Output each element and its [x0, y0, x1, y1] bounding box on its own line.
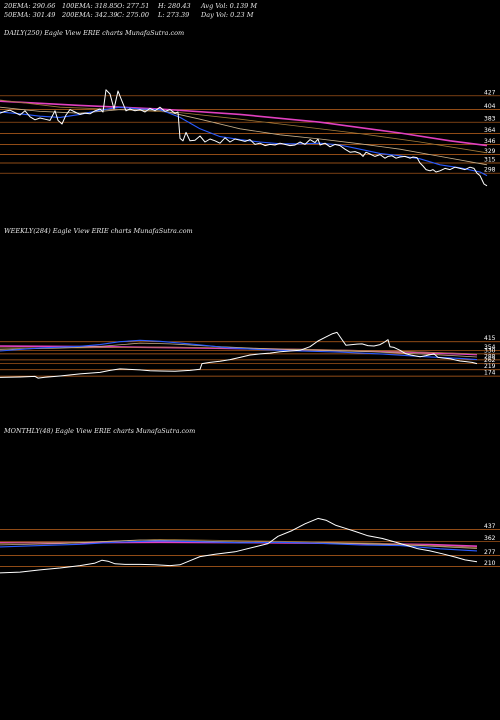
- monthly-level-label-0: 437: [484, 523, 496, 530]
- weekly-ema20-line: [0, 339, 478, 361]
- monthly-level-label-1: 362: [484, 535, 496, 542]
- weekly-level-label-0: 415: [484, 335, 496, 342]
- daily-price-line: [0, 89, 488, 187]
- daily-chart: 427 404 383 364 346 329 315 298: [0, 89, 500, 187]
- weekly-ema50-line: [0, 342, 478, 358]
- daily-level-label-3: 364: [484, 127, 496, 134]
- weekly-level-label-6: 174: [484, 370, 496, 377]
- daily-level-label-7: 298: [484, 167, 496, 174]
- header-row1-col2: 100EMA: 318.85: [62, 2, 118, 10]
- weekly-price-line: [0, 331, 478, 379]
- daily-chart-title: DAILY(250) Eagle View ERIE charts Munafa…: [4, 29, 185, 37]
- monthly-level-label-2: 277: [484, 549, 496, 556]
- header-row2-col5: Day Vol: 0.23 M: [201, 11, 254, 19]
- header-row1-col1: 20EMA: 290.66: [4, 2, 56, 10]
- monthly-level-label-3: 210: [484, 560, 496, 567]
- weekly-level-label-1: 354: [484, 344, 496, 351]
- monthly-price-line: [0, 517, 478, 574]
- daily-ema200-line: [0, 100, 488, 147]
- monthly-chart: 437 362 277 210: [0, 517, 500, 574]
- daily-level-label-1: 404: [484, 103, 496, 110]
- daily-level-label-2: 383: [484, 116, 496, 123]
- weekly-chart-title: WEEKLY(284) Eagle View ERIE charts Munaf…: [4, 227, 193, 235]
- weekly-level-label-5: 219: [484, 363, 496, 370]
- daily-level-label-0: 427: [484, 89, 496, 96]
- daily-level-label-4: 346: [484, 138, 496, 145]
- daily-level-label-6: 315: [484, 157, 496, 164]
- weekly-level-label-3: 288: [484, 353, 496, 360]
- header-row2-col1: 50EMA: 301.49: [4, 11, 56, 19]
- header-row2-col4: L: 273.39: [158, 11, 190, 19]
- daily-ema100-line: [0, 99, 488, 154]
- daily-level-label-5: 329: [484, 148, 496, 155]
- header-row1-col3: O: 277.51: [117, 2, 150, 10]
- header-row2-col2: 200EMA: 342.39: [62, 11, 118, 19]
- header-row1-col4: H: 280.43: [158, 2, 191, 10]
- header-row2-col3: C: 275.00: [117, 11, 149, 19]
- header-row1-col5: Avg Vol: 0.139 M: [201, 2, 258, 10]
- weekly-level-label-2: 330: [484, 347, 496, 354]
- monthly-ema50-line: [0, 539, 478, 549]
- daily-ema50-line: [0, 106, 488, 166]
- monthly-ema20-line: [0, 540, 478, 552]
- monthly-chart-title: MONTHLY(48) Eagle View ERIE charts Munaf…: [4, 427, 196, 435]
- weekly-level-label-4: 262: [484, 357, 496, 364]
